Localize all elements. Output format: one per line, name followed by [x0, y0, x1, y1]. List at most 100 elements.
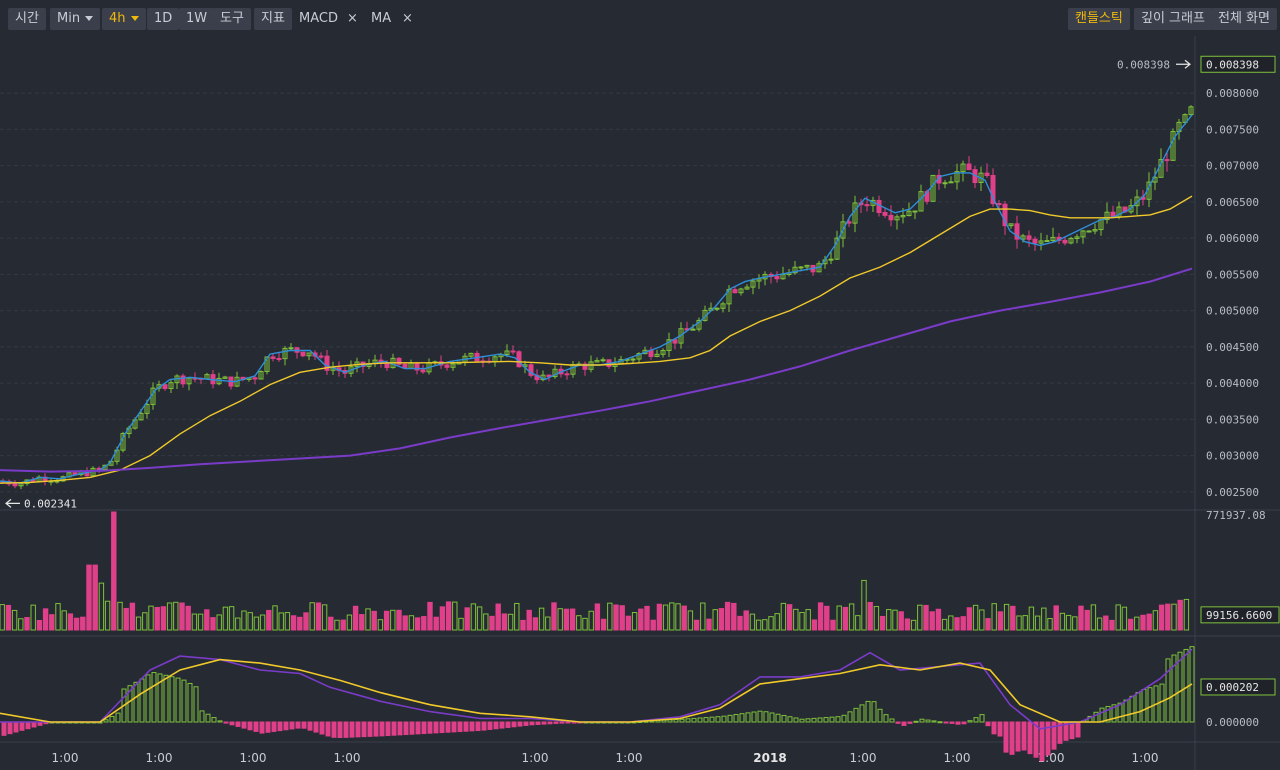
ma-indicator-tag[interactable]: MA	[371, 11, 392, 26]
current-price-marker-label: 0.008398	[1117, 58, 1170, 71]
day-interval-button[interactable]: 1D	[147, 8, 180, 30]
candle-down	[180, 375, 186, 385]
macd-bar-up	[889, 718, 895, 723]
volume-bar-down	[290, 615, 297, 631]
close-icon[interactable]: ×	[347, 11, 358, 26]
macd-bar-down	[565, 721, 571, 724]
macd-bar-up	[679, 718, 685, 723]
candle-down	[1026, 235, 1032, 240]
candle-up	[1068, 237, 1074, 244]
week-interval-button[interactable]: 1W	[179, 8, 215, 30]
volume-bar-up	[228, 606, 235, 631]
macd-bar-down	[361, 721, 367, 738]
candle-down	[1164, 159, 1170, 162]
volume-bar-down	[613, 604, 619, 631]
macd-bar-down	[325, 721, 331, 737]
candle-down	[162, 384, 168, 390]
macd-bar-down	[295, 721, 301, 729]
macd-bar-up	[187, 682, 193, 723]
price-tick-label: 0.006000	[1206, 232, 1259, 245]
macd-bar-down	[1039, 721, 1045, 762]
volume-bar-up	[458, 617, 464, 631]
volume-bar-down	[179, 602, 185, 631]
time-tick-label: 1:00	[944, 751, 971, 765]
macd-bar-up	[133, 681, 139, 723]
volume-bar-up	[1022, 615, 1028, 631]
volume-bar-up	[259, 614, 266, 631]
macd-bar-up	[193, 686, 199, 723]
time-button[interactable]: 시간	[8, 8, 46, 30]
candle-down	[252, 377, 258, 380]
macd-bar-up	[1099, 707, 1105, 723]
macd-bar-up	[829, 716, 835, 723]
depth-chart-button[interactable]: 깊이 그래프	[1134, 8, 1212, 30]
volume-bar-up	[972, 604, 979, 631]
volume-bar-down	[439, 606, 446, 631]
candle-up	[504, 350, 510, 355]
macd-bar-down	[265, 721, 271, 733]
close-icon[interactable]: ×	[402, 11, 413, 26]
tools-button[interactable]: 도구	[213, 8, 251, 30]
macd-bar-up	[667, 719, 673, 723]
candle-up	[942, 182, 948, 185]
macd-bar-up	[1123, 699, 1129, 723]
volume-bar-down	[129, 602, 136, 631]
volume-bar-up	[272, 605, 278, 631]
volume-bar-down	[421, 616, 427, 631]
volume-current-box	[1200, 606, 1280, 624]
volume-bar-down	[414, 617, 421, 631]
volume-bar-down	[49, 614, 55, 631]
macd-indicator-tag[interactable]: MACD	[299, 11, 338, 26]
volume-bar-down	[1158, 604, 1165, 631]
volume-bar-down	[656, 603, 663, 631]
volume-bar-up	[11, 609, 18, 631]
volume-bar-down	[638, 608, 644, 631]
arrow-left-icon	[5, 498, 20, 508]
hour-interval-dropdown[interactable]: 4h	[102, 8, 146, 30]
minute-interval-dropdown[interactable]: Min	[50, 8, 101, 30]
volume-bar-up	[148, 605, 154, 631]
macd-bar-down	[475, 721, 481, 732]
macd-histogram	[1, 646, 1195, 762]
volume-bar-down	[929, 611, 935, 631]
macd-bar-down	[283, 721, 289, 731]
volume-bar-up	[848, 603, 855, 631]
volume-bar-up	[18, 618, 24, 631]
candle-down	[990, 175, 996, 205]
macd-bar-up	[205, 713, 211, 723]
candle-up	[1086, 230, 1092, 233]
volume-bar-down	[563, 608, 570, 631]
macd-bar-up	[145, 674, 151, 723]
candle-up	[630, 358, 636, 361]
volume-bar-down	[1084, 609, 1090, 631]
macd-bar-down	[1075, 721, 1081, 738]
volume-bar-up	[253, 616, 260, 631]
macd-bar-down	[439, 721, 445, 734]
macd-bar-up	[859, 704, 865, 723]
candlestick-view-button[interactable]: 캔들스틱	[1068, 8, 1130, 30]
macd-bar-down	[445, 721, 451, 733]
macd-bar-down	[487, 721, 493, 730]
macd-bar-up	[151, 672, 157, 723]
indicators-button[interactable]: 지표	[254, 8, 292, 30]
volume-bar-down	[811, 619, 818, 631]
volume-bar-down	[445, 601, 452, 631]
price-chart[interactable]: 0.008000 0.007500 0.007000 0.006500 0.006000…	[0, 36, 1280, 770]
macd-current-box	[1200, 678, 1276, 696]
macd-bar-down	[421, 721, 427, 735]
macd-bar-up	[709, 716, 715, 723]
volume-bar-down	[532, 617, 539, 631]
macd-bar-up	[739, 713, 745, 723]
volume-bar-up	[1028, 606, 1035, 631]
macd-bar-down	[457, 721, 463, 733]
volume-bar-down	[985, 618, 991, 631]
macd-bar-down	[1069, 721, 1075, 740]
macd-bar-down	[355, 721, 361, 738]
macd-bar-up	[847, 711, 853, 723]
candle-up	[1170, 131, 1176, 161]
volume-bar-down	[1010, 605, 1016, 631]
candle-up	[840, 221, 846, 239]
price-tick-label: 0.005500	[1206, 268, 1259, 281]
volume-bar-down	[328, 616, 334, 631]
fullscreen-button[interactable]: 전체 화면	[1211, 8, 1277, 30]
